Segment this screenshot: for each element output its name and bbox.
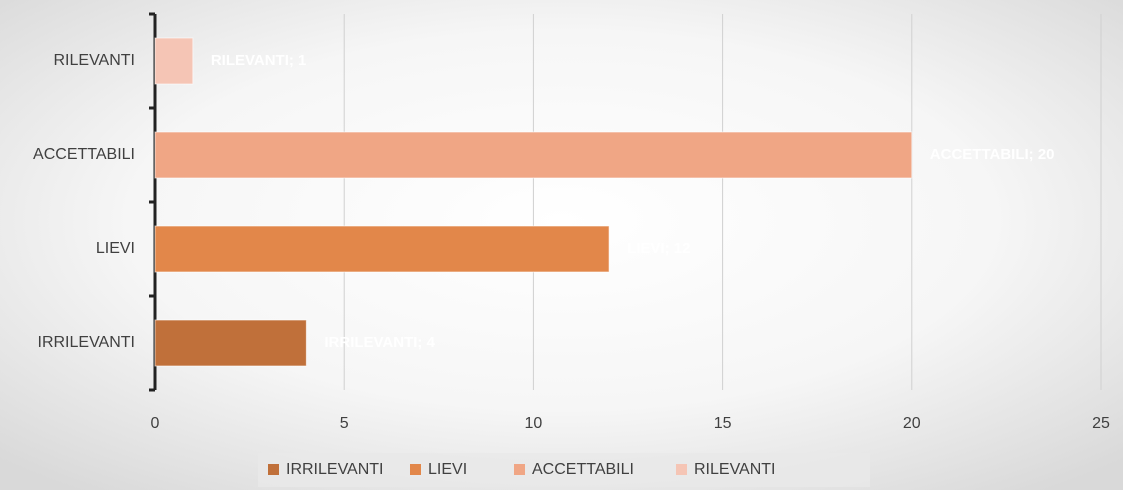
legend-box (258, 453, 870, 487)
data-label: RILEVANTI; 1 (211, 52, 307, 69)
x-tick-label: 10 (525, 415, 543, 432)
legend-swatch (268, 464, 279, 475)
y-tick-label: ACCETTABILI (33, 146, 135, 163)
x-tick-label: 15 (714, 415, 732, 432)
legend-label: LIEVI (428, 461, 467, 478)
x-tick-label: 20 (903, 415, 921, 432)
x-tick-label: 25 (1092, 415, 1110, 432)
bar (154, 131, 913, 179)
y-tick-label: LIEVI (96, 240, 135, 257)
legend-swatch (514, 464, 525, 475)
legend-label: ACCETTABILI (532, 461, 634, 478)
y-tick-label: IRRILEVANTI (38, 334, 136, 351)
legend-swatch (410, 464, 421, 475)
data-label: LIEVI; 12 (627, 240, 690, 257)
data-label: ACCETTABILI; 20 (930, 146, 1055, 163)
bar (154, 37, 194, 85)
y-tick-label: RILEVANTI (54, 52, 136, 69)
legend-swatch (676, 464, 687, 475)
data-label: IRRILEVANTI; 4 (324, 334, 435, 351)
legend-label: RILEVANTI (694, 461, 776, 478)
x-tick-label: 5 (340, 415, 349, 432)
legend-label: IRRILEVANTI (286, 461, 384, 478)
bar (154, 225, 610, 273)
x-tick-label: 0 (151, 415, 160, 432)
bar (154, 319, 307, 367)
